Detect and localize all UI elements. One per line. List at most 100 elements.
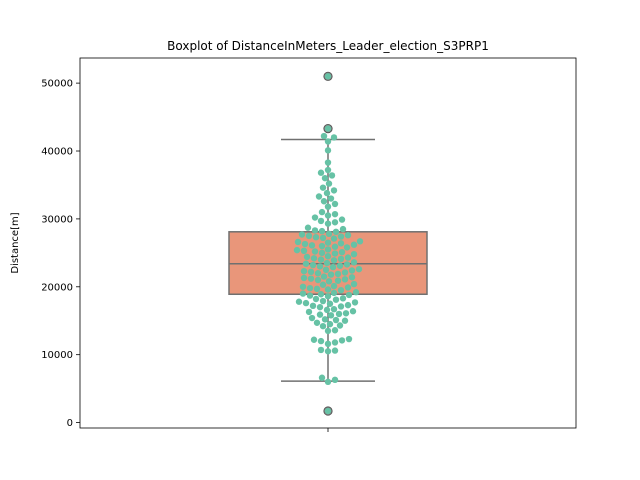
- swarm-point: [311, 214, 319, 221]
- swarm-point: [313, 319, 321, 326]
- swarm-point: [312, 234, 320, 241]
- swarm-point: [314, 270, 322, 277]
- swarm-point: [311, 227, 319, 234]
- swarm-point: [331, 250, 339, 257]
- swarm-point: [324, 286, 332, 293]
- swarm-point: [343, 261, 351, 268]
- swarm-point: [311, 248, 319, 255]
- swarm-point: [303, 253, 311, 261]
- swarm-point: [335, 310, 343, 318]
- swarm-point: [318, 227, 326, 235]
- swarm-point: [324, 340, 332, 348]
- y-tick-label: 30000: [41, 214, 73, 225]
- swarm-point: [348, 274, 356, 281]
- swarm-point: [319, 322, 327, 330]
- swarm-point: [330, 305, 338, 313]
- swarm-point: [324, 378, 332, 386]
- swarm-point: [331, 243, 339, 250]
- swarm-point: [338, 216, 346, 223]
- swarm-point: [319, 184, 327, 191]
- swarm-point: [324, 147, 332, 154]
- swarm-point: [318, 208, 326, 216]
- swarm-point: [323, 259, 331, 267]
- swarm-point: [344, 301, 352, 309]
- swarm-point: [332, 296, 340, 303]
- swarm-point: [324, 159, 332, 166]
- swarm-point: [325, 230, 333, 238]
- swarm-point: [325, 180, 333, 187]
- swarm-point: [331, 339, 339, 346]
- swarm-point: [324, 407, 332, 415]
- swarm-point: [345, 291, 353, 299]
- swarm-point: [325, 278, 333, 285]
- swarm-point: [300, 247, 308, 255]
- swarm-point: [300, 274, 308, 282]
- swarm-point: [339, 225, 347, 233]
- y-tick-label: 40000: [41, 147, 73, 158]
- swarm-point: [350, 241, 358, 248]
- swarm-point: [338, 248, 346, 256]
- swarm-point: [337, 286, 345, 294]
- swarm-point: [331, 376, 339, 383]
- swarm-point: [330, 289, 338, 297]
- swarm-point: [304, 224, 312, 231]
- swarm-point: [330, 187, 338, 194]
- swarm-point: [324, 138, 332, 145]
- y-axis-label: Distance[m]: [10, 212, 21, 273]
- swarm-point: [299, 290, 307, 297]
- swarm-point: [312, 295, 320, 303]
- y-tick-label: 0: [67, 418, 73, 429]
- swarm-point: [331, 210, 339, 218]
- swarm-point: [348, 267, 356, 274]
- swarm-point: [295, 298, 303, 305]
- swarm-point: [318, 249, 326, 257]
- swarm-point: [336, 322, 344, 329]
- swarm-point: [330, 257, 338, 264]
- swarm-point: [323, 306, 331, 314]
- swarm-point: [317, 346, 325, 354]
- swarm-point: [330, 134, 338, 141]
- swarm-point: [344, 284, 352, 291]
- swarm-point: [334, 270, 342, 278]
- swarm-point: [327, 195, 335, 202]
- swarm-point: [331, 327, 339, 334]
- swarm-point: [320, 273, 328, 280]
- swarm-point: [318, 374, 326, 381]
- swarm-point: [319, 281, 327, 288]
- swarm-point: [293, 246, 301, 254]
- swarm-point: [344, 231, 352, 239]
- swarm-point: [327, 271, 335, 278]
- swarm-point: [352, 289, 360, 296]
- swarm-point: [324, 73, 332, 80]
- swarm-point: [328, 172, 336, 179]
- swarm-point: [324, 246, 332, 253]
- swarm-point: [317, 217, 325, 225]
- swarm-point: [332, 316, 340, 324]
- swarm-point: [315, 193, 323, 200]
- swarm-point: [324, 125, 332, 132]
- swarm-point: [334, 277, 342, 284]
- swarm-point: [308, 314, 316, 322]
- swarm-point: [337, 233, 345, 240]
- swarm-point: [309, 261, 317, 269]
- swarm-point: [316, 263, 324, 270]
- swarm-point: [310, 255, 318, 262]
- swarm-point: [356, 238, 364, 245]
- swarm-point: [322, 266, 330, 274]
- swarm-point: [320, 132, 328, 140]
- swarm-point: [300, 267, 308, 275]
- swarm-point: [307, 275, 315, 282]
- swarm-point: [345, 335, 353, 343]
- swarm-point: [324, 203, 332, 210]
- swarm-point: [350, 251, 358, 258]
- swarm-point: [323, 189, 331, 197]
- swarm-point: [317, 291, 325, 298]
- swarm-point: [331, 219, 339, 226]
- swarm-point: [330, 282, 338, 290]
- chart-title: Boxplot of DistanceInMeters_Leader_elect…: [167, 39, 489, 53]
- swarm-point: [309, 302, 317, 309]
- swarm-point: [326, 300, 334, 307]
- swarm-point: [341, 269, 349, 276]
- swarm-point: [318, 242, 326, 250]
- swarm-point: [329, 263, 337, 271]
